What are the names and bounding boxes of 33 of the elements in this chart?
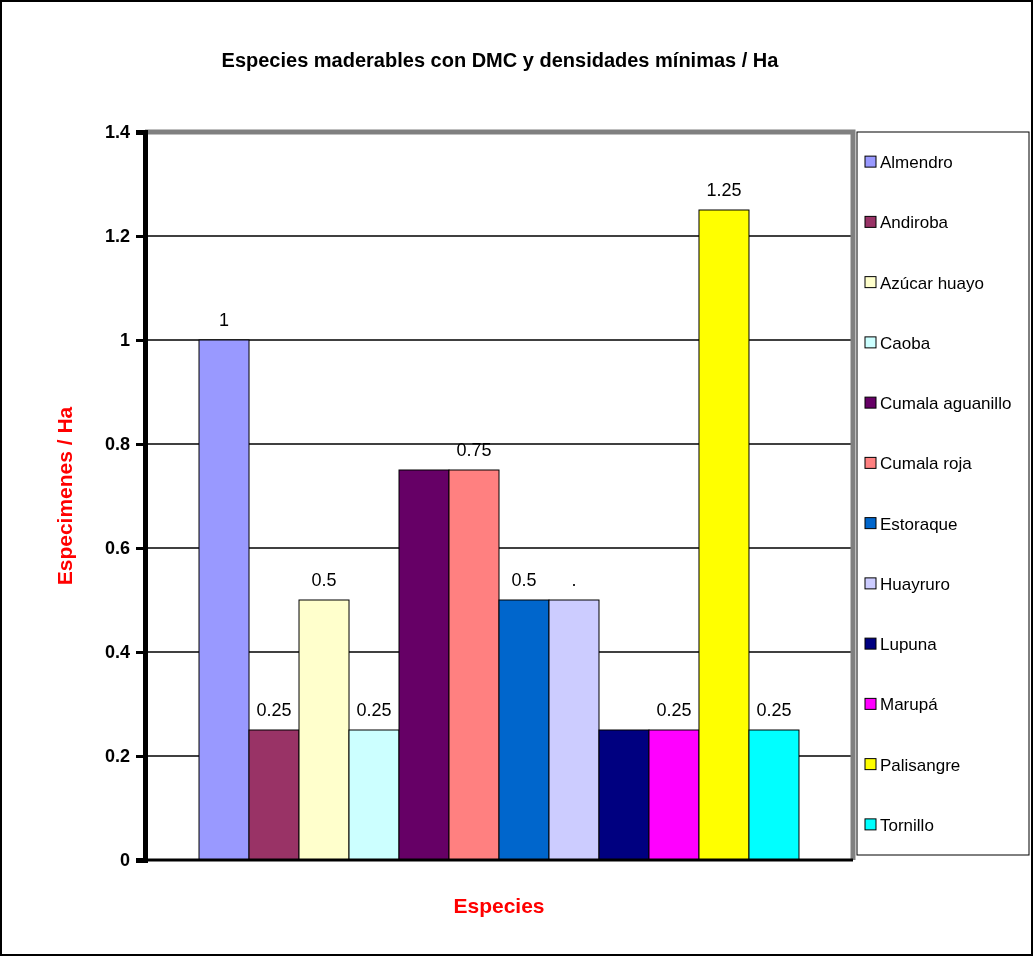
legend-label: Tornillo xyxy=(880,815,934,835)
y-tick-label: 1.4 xyxy=(104,122,130,143)
legend-label: Andiroba xyxy=(880,213,949,233)
legend-label: Estoraque xyxy=(880,514,958,534)
legend-label: Marupá xyxy=(880,695,939,715)
y-tick-label: 0.4 xyxy=(104,642,130,663)
data-label: . xyxy=(571,570,577,590)
data-label: 0.5 xyxy=(311,570,337,590)
x-axis-title: Especies xyxy=(453,894,545,917)
legend-label: Cumala aguanillo xyxy=(880,394,1012,414)
data-label: 0.75 xyxy=(456,440,492,460)
y-tick-label: 0.2 xyxy=(104,746,130,767)
y-axis-title: Especimenes / Ha xyxy=(53,406,76,586)
legend-label: Lupuna xyxy=(880,635,938,655)
y-tick-label: 1 xyxy=(119,330,130,351)
data-label: 0.25 xyxy=(356,700,392,720)
y-tick-label: 0.8 xyxy=(104,434,130,455)
data-label: 0.25 xyxy=(756,700,792,720)
legend-label: Almendro xyxy=(880,153,953,173)
y-tick-label: 0 xyxy=(119,850,130,871)
chart-title: Especies maderables con DMC y densidades mínimas / Ha xyxy=(221,49,780,71)
legend-label: Azúcar huayo xyxy=(880,273,984,293)
data-label: 0.25 xyxy=(256,700,292,720)
data-label: 1.25 xyxy=(706,180,742,200)
data-label: 0.25 xyxy=(656,700,692,720)
legend-label: Huayruro xyxy=(880,574,950,594)
legend-label: Caoba xyxy=(880,333,931,353)
legend-label: Palisangre xyxy=(880,755,961,775)
data-label: 1 xyxy=(219,310,230,330)
y-tick-label: 1.2 xyxy=(104,226,130,247)
data-label: 0.5 xyxy=(511,570,537,590)
y-tick-label: 0.6 xyxy=(104,538,130,559)
legend-label: Cumala roja xyxy=(880,454,973,474)
